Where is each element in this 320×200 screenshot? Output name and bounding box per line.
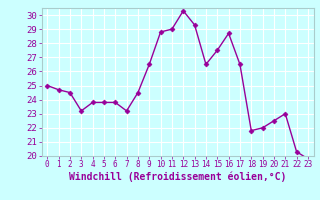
X-axis label: Windchill (Refroidissement éolien,°C): Windchill (Refroidissement éolien,°C) — [69, 172, 286, 182]
